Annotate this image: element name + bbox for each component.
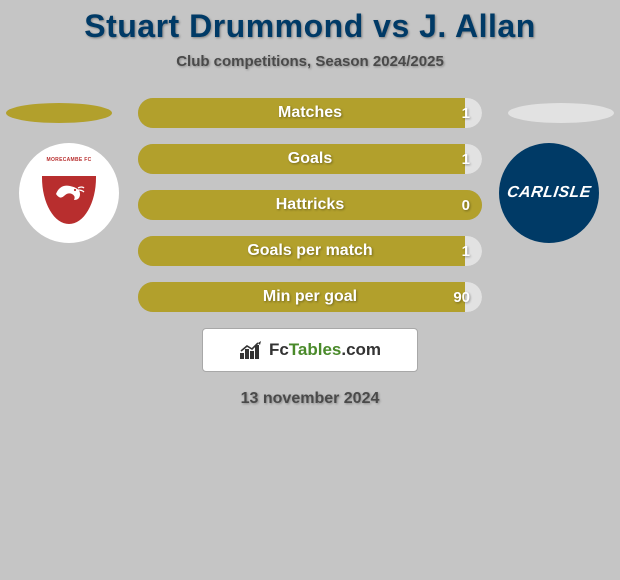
stat-value-right: 1: [462, 236, 470, 266]
stat-label: Min per goal: [138, 282, 482, 312]
fctables-chart-icon: [239, 341, 263, 359]
shield-arc-text: MORECAMBE FC: [38, 156, 100, 176]
fctables-fc: Fc: [269, 340, 289, 360]
fctables-com: .com: [341, 340, 381, 360]
stat-label: Matches: [138, 98, 482, 128]
club-badge-right: CARLISLE: [499, 143, 599, 243]
fctables-attribution: FcTables.com: [202, 328, 418, 372]
fctables-text: FcTables.com: [269, 340, 381, 360]
shrimp-icon: [52, 180, 86, 206]
player-left-ellipse: [6, 103, 112, 123]
stat-bars: Matches1Goals1Hattricks0Goals per match1…: [138, 98, 482, 312]
subtitle: Club competitions, Season 2024/2025: [0, 53, 620, 70]
carlisle-text: CARLISLE: [492, 143, 606, 243]
stat-row: Goals1: [138, 144, 482, 174]
morecambe-shield-icon: MORECAMBE FC: [40, 160, 98, 226]
stat-row: Hattricks0: [138, 190, 482, 220]
stat-label: Hattricks: [138, 190, 482, 220]
stat-label: Goals per match: [138, 236, 482, 266]
stat-row: Min per goal90: [138, 282, 482, 312]
stat-value-right: 90: [453, 282, 470, 312]
page-title: Stuart Drummond vs J. Allan: [0, 8, 620, 45]
fctables-tables: Tables: [289, 340, 342, 360]
club-badge-left: MORECAMBE FC: [19, 143, 119, 243]
comparison-card: Stuart Drummond vs J. Allan Club competi…: [0, 0, 620, 580]
stat-value-right: 0: [462, 190, 470, 220]
date-text: 13 november 2024: [0, 390, 620, 408]
content-area: MORECAMBE FC CARLISLE Matches1Goals1Hatt…: [0, 98, 620, 408]
player-right-ellipse: [508, 103, 614, 123]
stat-value-right: 1: [462, 98, 470, 128]
stat-label: Goals: [138, 144, 482, 174]
stat-row: Matches1: [138, 98, 482, 128]
stat-value-right: 1: [462, 144, 470, 174]
stat-row: Goals per match1: [138, 236, 482, 266]
